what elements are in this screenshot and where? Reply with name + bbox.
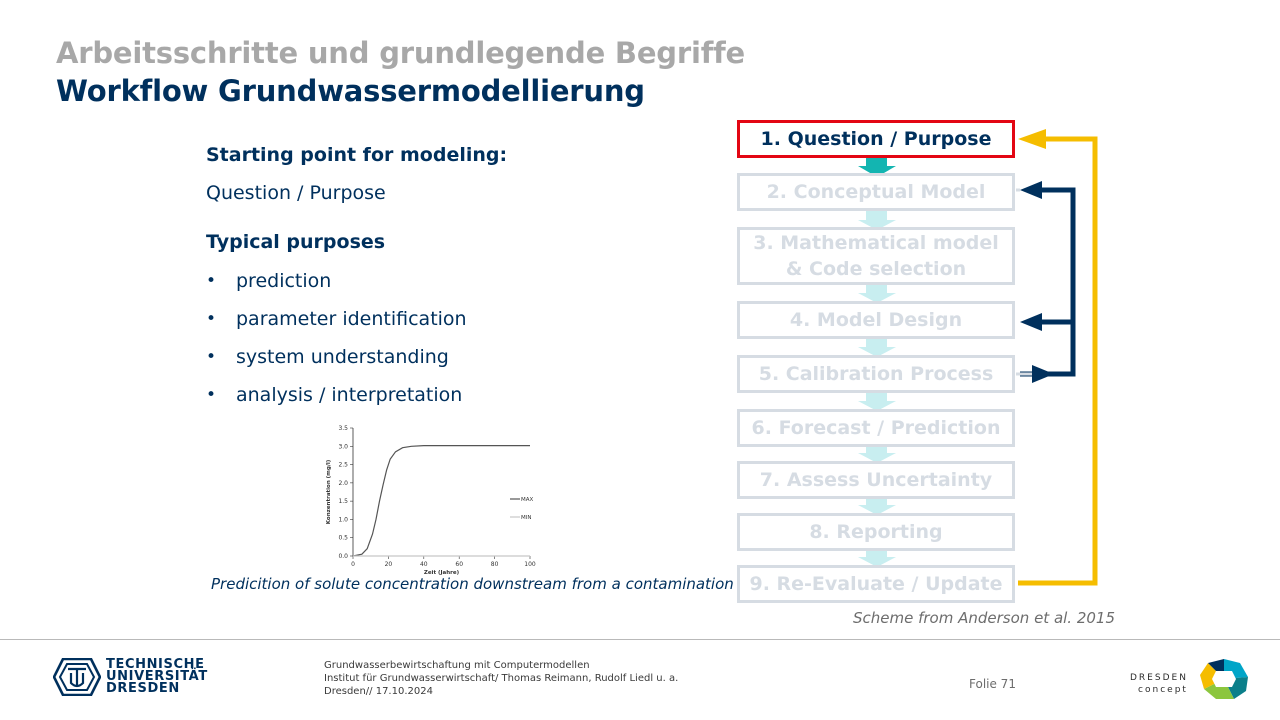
workflow-connectors <box>858 129 1098 586</box>
starting-point-heading: Starting point for modeling: <box>206 144 508 166</box>
connector-6-7 <box>858 445 896 463</box>
workflow-step-7: 7. Assess Uncertainty <box>737 461 1015 499</box>
arrowhead-to-step-2 <box>1020 181 1042 199</box>
legend-label: MIN <box>521 515 531 521</box>
y-tick-label: 3.5 <box>338 425 348 432</box>
footer-institute: Institut für Grundwasserwirtschaft/ Thom… <box>324 673 679 684</box>
dresden-concept-wordmark: DRESDEN concept <box>1130 672 1188 696</box>
connector-8-9 <box>858 549 896 567</box>
x-tick-label: 80 <box>491 561 499 568</box>
x-tick-label: 0 <box>351 561 355 568</box>
x-tick-label: 20 <box>385 561 393 568</box>
footer-divider <box>0 639 1280 640</box>
slide-title: Workflow Grundwassermodellierung <box>56 74 645 108</box>
step-label: 5. Calibration Process <box>758 363 994 385</box>
y-tick-label: 2.5 <box>338 462 348 469</box>
connector-4-5 <box>858 337 896 357</box>
step-label: 7. Assess Uncertainty <box>759 469 993 491</box>
x-axis-label: Zeit (Jahre) <box>424 570 460 576</box>
footer-info: Grundwasserbewirtschaftung mit Computerm… <box>324 659 678 698</box>
y-tick-label: 2.0 <box>338 480 348 487</box>
list-item: • parameter identification <box>206 304 467 342</box>
workflow-step-2: 2. Conceptual Model <box>737 173 1015 211</box>
starting-point-text: Question / Purpose <box>206 182 386 204</box>
step-label: 6. Forecast / Prediction <box>751 417 1001 439</box>
list-item-label: prediction <box>236 270 332 292</box>
connector-3-4 <box>858 283 896 303</box>
dresden-concept-logo-icon <box>1200 659 1248 699</box>
step-label: 1. Question / Purpose <box>760 128 992 150</box>
tu-line-3: DRESDEN <box>106 681 180 696</box>
page-number: Folie 71 <box>969 677 1016 691</box>
list-item: • system understanding <box>206 342 467 380</box>
x-tick-label: 40 <box>420 561 428 568</box>
scheme-source: Scheme from Anderson et al. 2015 <box>853 609 1116 627</box>
dc-line-1: DRESDEN <box>1130 673 1188 683</box>
list-item-label: analysis / interpretation <box>236 384 463 406</box>
tu-dresden-wordmark: TECHNISCHE UNIVERSITÄT DRESDEN <box>106 657 208 696</box>
workflow-step-4: 4. Model Design <box>737 301 1015 339</box>
concentration-chart: 0.0 0.5 1.0 1.5 2.0 2.5 3.0 3.5 0 20 40 60 80 100 Zeit… <box>326 425 536 576</box>
workflow-step-3: 3. Mathematical model & Code selection <box>737 227 1015 285</box>
x-tick-label: 60 <box>455 561 463 568</box>
workflow-step-8: 8. Reporting <box>737 513 1015 551</box>
workflow-step-1: 1. Question / Purpose <box>737 120 1015 158</box>
y-tick-label: 1.5 <box>338 498 348 505</box>
x-tick-label: 100 <box>524 561 536 568</box>
arrowhead-to-step-1 <box>1018 129 1046 149</box>
connector-1-2 <box>858 156 896 177</box>
y-tick-label: 3.0 <box>338 443 348 450</box>
connector-5-6 <box>858 391 896 411</box>
step-label: 4. Model Design <box>789 309 963 331</box>
y-tick-label: 1.0 <box>338 516 348 523</box>
series-line-max <box>352 445 530 557</box>
workflow-step-6: 6. Forecast / Prediction <box>737 409 1015 447</box>
connector-2-3 <box>858 209 896 230</box>
y-tick-label: 0.5 <box>338 535 348 542</box>
workflow-step-9: 9. Re-Evaluate / Update <box>737 565 1015 603</box>
y-tick-label: 0.0 <box>338 553 348 560</box>
y-axis-label: Konzentration (mg/l) <box>326 459 332 524</box>
legend-label: MAX <box>521 497 534 503</box>
footer-date: Dresden// 17.10.2024 <box>324 686 433 697</box>
list-item-label: parameter identification <box>236 308 467 330</box>
slide-supertitle: Arbeitsschritte und grundlegende Begriff… <box>56 36 746 70</box>
step-label: 2. Conceptual Model <box>766 181 986 203</box>
chart-caption: Predicition of solute concentration down… <box>211 575 734 593</box>
footer-course: Grundwasserbewirtschaftung mit Computerm… <box>324 660 590 671</box>
dc-line-2: concept <box>1138 685 1188 695</box>
list-item-label: system understanding <box>236 346 449 368</box>
connector-7-8 <box>858 497 896 515</box>
list-item: • prediction <box>206 266 467 304</box>
arrowhead-to-step-4 <box>1020 313 1042 331</box>
feedback-loop-yellow <box>1018 136 1098 586</box>
feedback-loop-navy <box>1020 187 1076 377</box>
step-label: 8. Reporting <box>809 521 943 543</box>
tu-dresden-logo-icon <box>53 658 101 696</box>
purpose-list: • prediction • parameter identification • s… <box>206 266 467 418</box>
step-label: 9. Re-Evaluate / Update <box>749 573 1003 595</box>
tu-line-2: UNIVERSITÄT <box>106 669 208 684</box>
step-label: 3. Mathematical model & Code selection <box>753 232 999 280</box>
typical-purposes-heading: Typical purposes <box>206 231 386 253</box>
arrowhead-to-step-5 <box>1032 365 1054 383</box>
list-item: • analysis / interpretation <box>206 380 467 418</box>
workflow-step-5: 5. Calibration Process <box>737 355 1015 393</box>
tu-line-1: TECHNISCHE <box>106 657 205 672</box>
